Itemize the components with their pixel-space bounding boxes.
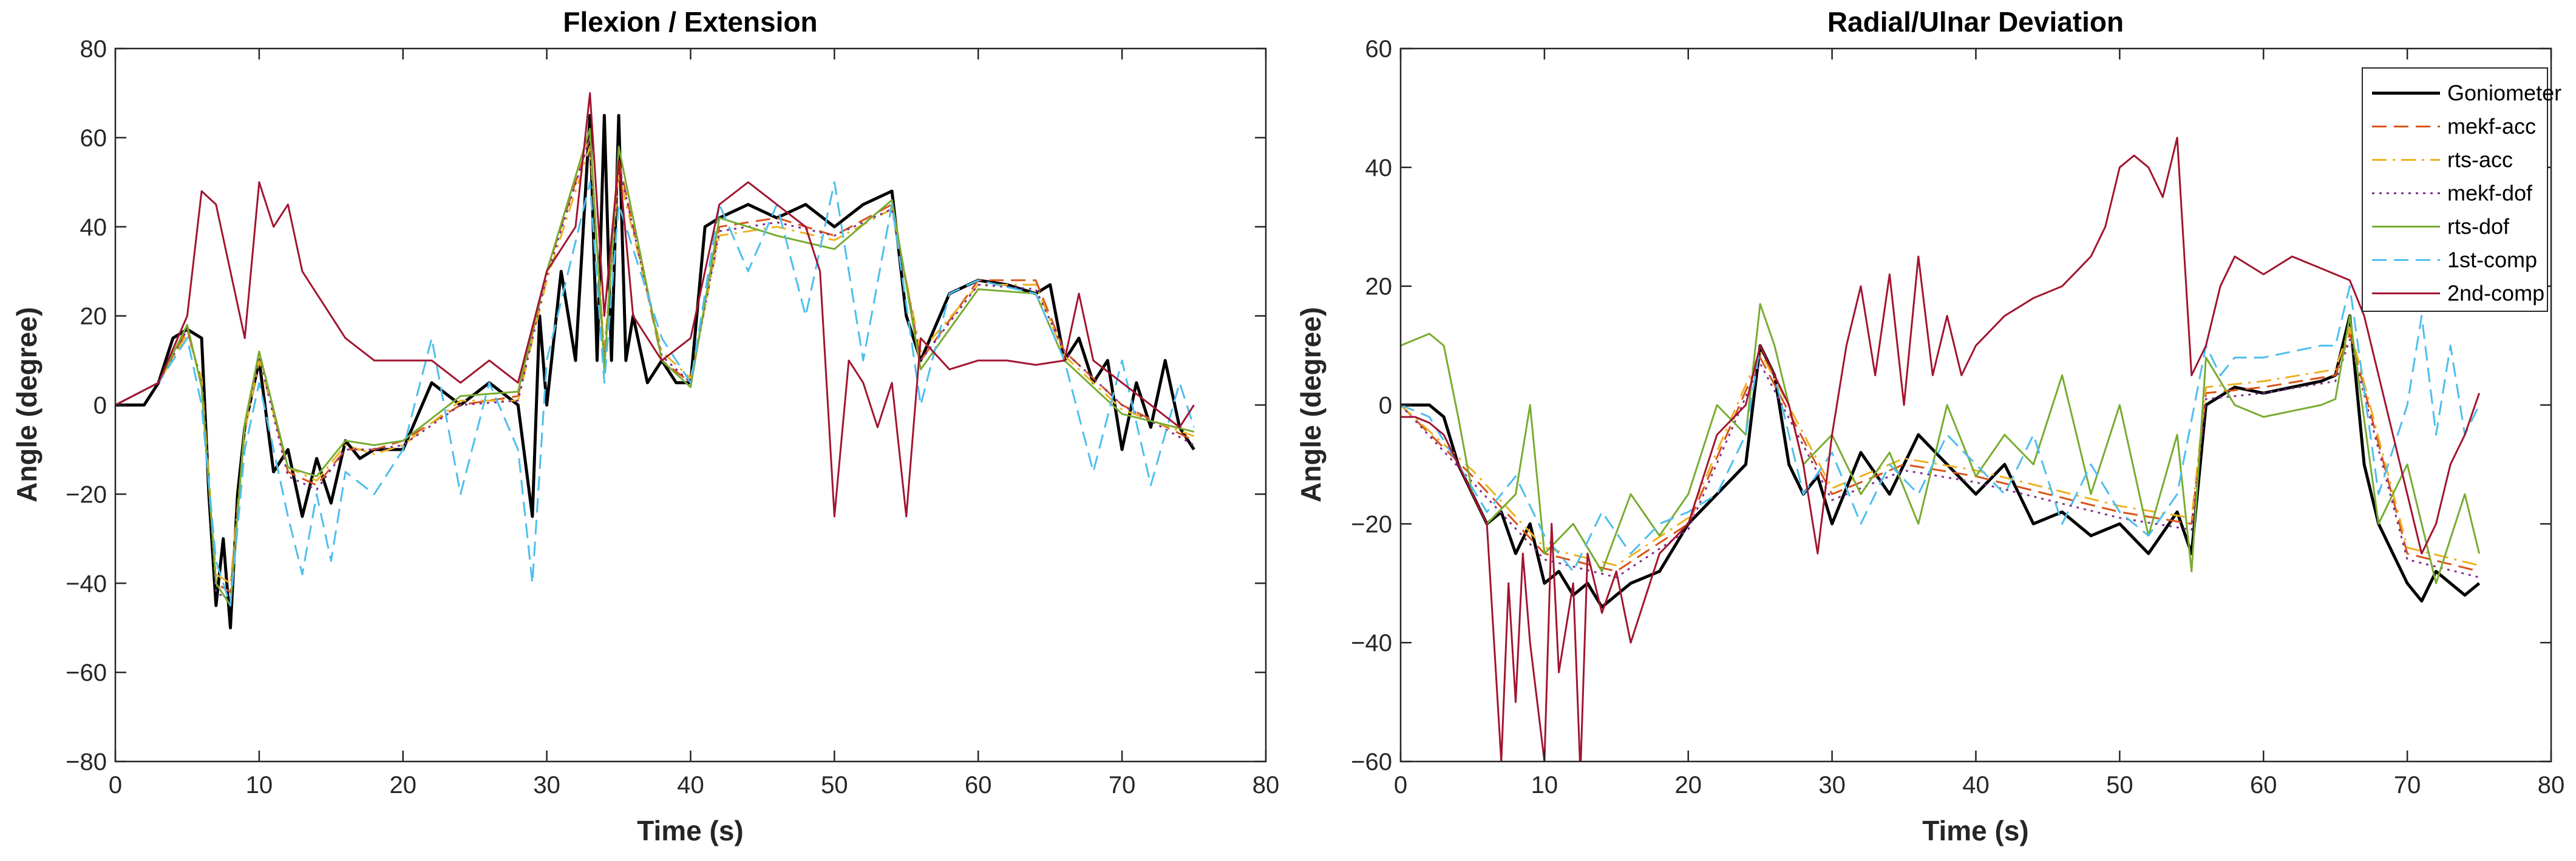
chart-title: Radial/Ulnar Deviation <box>1827 6 2124 38</box>
y-tick-label: 40 <box>1365 155 1393 181</box>
series-line-rts-acc <box>115 146 1195 584</box>
series-line-rts-dof <box>1401 303 2481 584</box>
y-tick-label: −20 <box>1351 511 1392 538</box>
series-line-mekf-dof <box>1401 339 2479 578</box>
y-tick-label: 60 <box>1365 36 1393 62</box>
y-tick-label: 20 <box>1365 274 1393 300</box>
legend: Goniometer mekf-acc rts-acc mekf-dof rts-dof… <box>2362 67 2561 312</box>
series-line-1st-comp <box>1401 285 2480 573</box>
x-axis-title: Time (s) <box>1922 815 2029 846</box>
legend-label: 1st-comp <box>2447 248 2537 272</box>
series-layer <box>1401 137 2481 761</box>
y-tick-label: −40 <box>66 570 107 597</box>
legend-label: Goniometer <box>2447 81 2561 106</box>
legend-label: 2nd-comp <box>2447 281 2544 306</box>
x-tick-label: 70 <box>1109 772 1136 799</box>
x-tick-label: 20 <box>390 772 417 799</box>
y-tick-label: −60 <box>66 660 107 686</box>
series-line-2nd-comp <box>115 92 1195 518</box>
x-tick-label: 80 <box>2538 772 2565 799</box>
x-tick-label: 10 <box>246 772 273 799</box>
y-tick-label: −40 <box>1351 630 1392 657</box>
x-axis-title: Time (s) <box>637 815 744 846</box>
x-tick-label: 70 <box>2394 772 2421 799</box>
series-line-mekf-acc <box>1401 333 2479 573</box>
y-tick-label: −20 <box>66 481 107 508</box>
legend-label: mekf-acc <box>2447 114 2536 139</box>
flexion-extension-chart: Flexion / Extension 0 10 20 30 40 50 60 70 80 −80… <box>11 6 1279 846</box>
y-tick-label: −80 <box>66 749 107 775</box>
x-tick-label: 20 <box>1675 772 1702 799</box>
y-tick-label: 40 <box>80 214 107 241</box>
x-tick-label: 0 <box>109 772 122 799</box>
x-tick-label: 50 <box>821 772 848 799</box>
y-tick-label: 60 <box>80 125 107 152</box>
legend-label: mekf-dof <box>2447 181 2533 206</box>
x-tick-label: 40 <box>677 772 704 799</box>
y-tick-label: −60 <box>1351 749 1392 775</box>
axes-layer: 0 10 20 30 40 50 60 70 80 −60 −40 −20 0 20 40 60 <box>1351 36 2564 799</box>
y-axis-title: Angle (degree) <box>1295 307 1327 502</box>
y-tick-label: 80 <box>80 36 107 62</box>
legend-label: rts-dof <box>2447 214 2510 239</box>
legend-label: rts-acc <box>2447 147 2513 172</box>
axes-layer: 0 10 20 30 40 50 60 70 80 −80 −60 −40 −20 0 20 40 60 80 <box>66 36 1279 799</box>
y-tick-label: 0 <box>1379 393 1392 419</box>
x-tick-label: 60 <box>2250 772 2277 799</box>
y-tick-label: 0 <box>93 393 107 419</box>
series-line-1st-comp <box>115 181 1195 607</box>
radial-ulnar-deviation-chart: Radial/Ulnar Deviation 0 10 20 30 40 50 60 70 80… <box>1295 6 2564 846</box>
chart-title: Flexion / Extension <box>563 6 817 38</box>
series-layer <box>115 92 1195 630</box>
y-tick-label: 20 <box>80 303 107 330</box>
series-line-2nd-comp <box>1401 137 2481 761</box>
x-tick-label: 80 <box>1252 772 1280 799</box>
legend-box <box>2362 67 2548 312</box>
x-tick-label: 10 <box>1531 772 1558 799</box>
x-tick-label: 40 <box>1962 772 1990 799</box>
x-tick-label: 30 <box>1818 772 1846 799</box>
x-tick-label: 0 <box>1394 772 1407 799</box>
x-tick-label: 50 <box>2106 772 2133 799</box>
x-tick-label: 60 <box>965 772 992 799</box>
x-tick-label: 30 <box>533 772 560 799</box>
y-axis-title: Angle (degree) <box>11 307 42 502</box>
plot-area <box>115 49 1266 761</box>
